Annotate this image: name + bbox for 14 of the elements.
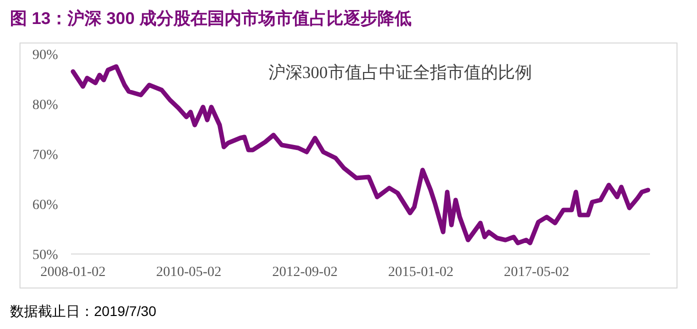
y-tick-label: 50% [32,248,58,263]
x-tick-label: 2012-09-02 [272,265,338,280]
x-tick-label: 2015-01-02 [388,265,454,280]
x-tick-label: 2008-01-02 [40,265,106,280]
x-tick-label: 2017-05-02 [504,265,570,280]
x-tick-label: 2010-05-02 [156,265,222,280]
annotation: 沪深300市值占中证全指市值的比例 [268,63,532,82]
y-tick-label: 70% [32,148,58,163]
chart-title: 图 13：沪深 300 成分股在国内市场市值占比逐步降低 [10,9,412,28]
y-tick-label: 60% [32,198,58,213]
y-tick-label: 80% [32,98,58,113]
text: 数据截止日：2019/7/30 [10,303,156,319]
line-series [70,64,650,246]
y-tick-label: 90% [32,48,58,63]
